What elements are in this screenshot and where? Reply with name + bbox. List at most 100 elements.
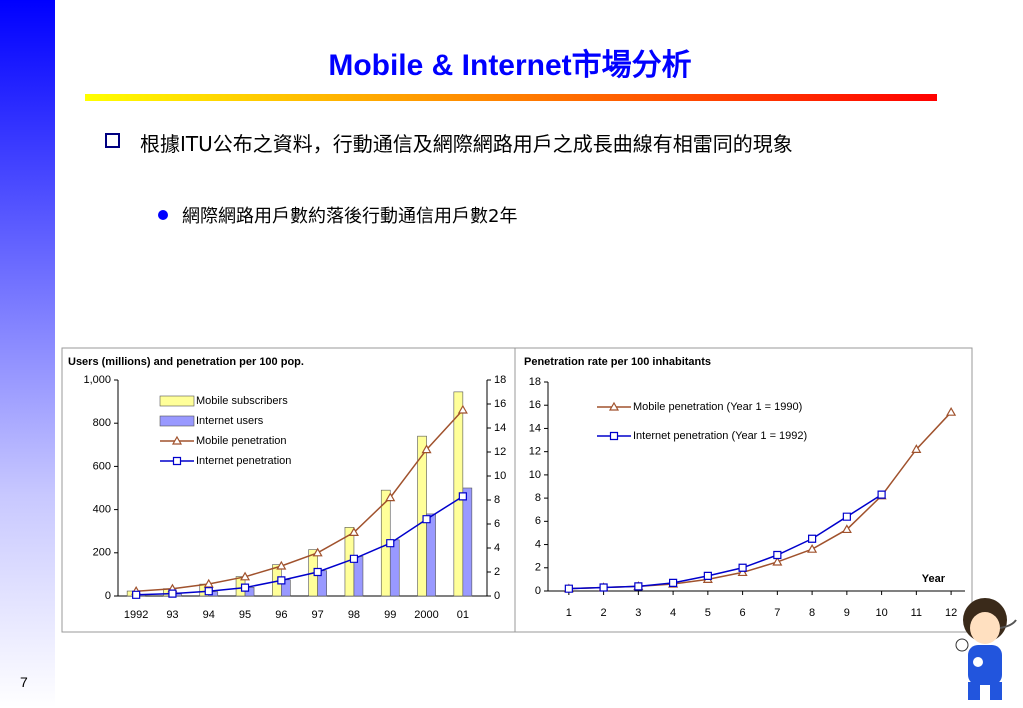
x-tick-label: 94 — [203, 609, 215, 621]
point — [385, 492, 396, 502]
legend-label: Mobile penetration — [196, 435, 287, 447]
sub-bullet-marker — [158, 210, 168, 220]
point — [313, 567, 322, 577]
point — [168, 589, 177, 598]
y2-tick-label: 0 — [494, 590, 500, 602]
y-tick-label: 0 — [105, 590, 111, 602]
y-tick-label: 10 — [529, 469, 541, 481]
y-tick-label: 4 — [535, 538, 541, 550]
legend-swatch — [159, 395, 195, 407]
annotation: Year — [922, 573, 946, 585]
x-tick-label: 9 — [844, 607, 850, 619]
point — [911, 444, 922, 453]
x-tick-label: 1992 — [124, 609, 148, 621]
legend-marker — [609, 431, 619, 441]
y-tick-label: 0 — [535, 585, 541, 597]
bar — [389, 539, 400, 597]
chart-title: Penetration rate per 100 inhabitants — [524, 356, 711, 368]
point — [738, 563, 747, 572]
x-tick-label: 93 — [166, 609, 178, 621]
point — [203, 578, 214, 588]
y2-tick-label: 18 — [494, 374, 506, 386]
legend-label: Internet users — [196, 415, 264, 427]
x-tick-label: 11 — [911, 607, 922, 619]
legend-label: Mobile subscribers — [196, 395, 288, 407]
point — [808, 534, 817, 543]
x-tick-label: 4 — [670, 607, 676, 619]
side-strip — [0, 0, 55, 708]
y2-tick-label: 12 — [494, 446, 506, 458]
point — [240, 583, 250, 592]
x-tick-label: 6 — [740, 607, 746, 619]
point — [204, 587, 213, 596]
point — [386, 539, 395, 548]
point — [348, 527, 359, 536]
point — [240, 571, 251, 581]
y-tick-label: 18 — [529, 376, 541, 388]
bullet-text: 根據ITU公布之資料，行動通信及網際網路用戶之成長曲線有相雷同的現象 — [140, 132, 793, 156]
y2-tick-label: 16 — [494, 398, 506, 410]
x-tick-label: 3 — [635, 607, 641, 619]
mascot — [955, 598, 1017, 700]
point — [703, 571, 712, 581]
x-tick-label: 96 — [275, 609, 287, 621]
point — [421, 444, 432, 454]
series-line — [568, 493, 883, 590]
bar — [426, 513, 436, 597]
sub-bullet-text: 網際網路用戶數約落後行動通信用戶數2年 — [182, 206, 518, 227]
point — [841, 524, 852, 534]
point — [458, 492, 467, 501]
y-tick-label: 12 — [529, 446, 541, 458]
point — [349, 554, 359, 563]
point — [277, 576, 286, 585]
y2-tick-label: 4 — [494, 542, 500, 554]
y-tick-label: 200 — [93, 547, 111, 559]
point — [807, 543, 818, 553]
y-tick-label: 600 — [93, 460, 111, 472]
series-line — [136, 409, 464, 592]
x-tick-label: 2 — [601, 607, 607, 619]
legend-label: Internet penetration (Year 1 = 1992) — [633, 430, 807, 442]
x-tick-label: 12 — [945, 607, 957, 619]
x-tick-label: 95 — [239, 609, 251, 621]
point — [773, 550, 782, 560]
x-tick-label: 2000 — [414, 609, 438, 621]
x-tick-label: 1 — [566, 607, 572, 619]
chart-title: Users (millions) and penetration per 100… — [68, 356, 304, 368]
series-line — [136, 495, 464, 596]
x-tick-label: 01 — [457, 609, 469, 621]
point — [132, 590, 141, 599]
bullet-marker — [105, 133, 120, 148]
legend-marker — [172, 456, 182, 466]
y2-tick-label: 10 — [494, 470, 506, 482]
point — [634, 582, 643, 591]
title-rule — [85, 94, 937, 101]
y-tick-label: 800 — [93, 417, 111, 429]
point — [599, 583, 608, 592]
point — [877, 490, 886, 499]
y-tick-label: 8 — [535, 492, 541, 504]
point — [737, 567, 748, 577]
y-tick-label: 16 — [529, 399, 541, 411]
legend-swatch — [159, 415, 195, 427]
x-tick-label: 97 — [312, 609, 324, 621]
x-tick-label: 99 — [384, 609, 396, 621]
x-tick-label: 5 — [705, 607, 711, 619]
page-number: 7 — [20, 674, 28, 690]
y-tick-label: 1,000 — [83, 374, 111, 386]
x-tick-label: 98 — [348, 609, 360, 621]
point — [276, 560, 287, 570]
legend-marker — [608, 401, 620, 411]
x-tick-label: 7 — [774, 607, 780, 619]
x-tick-label: 8 — [809, 607, 815, 619]
y2-tick-label: 8 — [494, 494, 500, 506]
point — [772, 556, 783, 566]
y-tick-label: 2 — [535, 562, 541, 574]
chart-panel — [61, 347, 973, 633]
legend-marker — [171, 435, 183, 445]
point — [564, 584, 573, 593]
y-tick-label: 400 — [93, 504, 111, 516]
y-tick-label: 14 — [529, 422, 541, 434]
legend-label: Internet penetration — [196, 455, 291, 467]
